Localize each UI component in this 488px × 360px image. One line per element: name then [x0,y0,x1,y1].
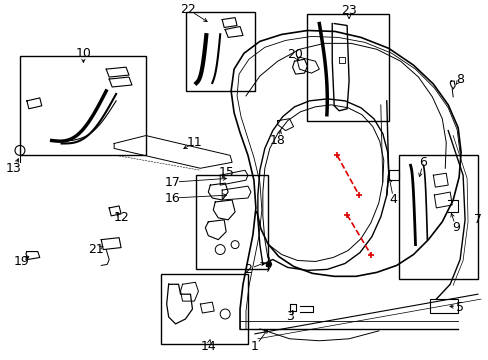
Text: 10: 10 [75,47,91,60]
Text: 22: 22 [180,3,196,16]
Text: 19: 19 [14,255,30,268]
Text: 2: 2 [244,263,251,276]
Text: 4: 4 [389,193,397,207]
Text: 7: 7 [473,213,481,226]
Text: 3: 3 [285,310,293,324]
Text: 13: 13 [6,162,22,175]
Text: 5: 5 [455,301,463,314]
Text: 14: 14 [200,340,216,353]
Text: 9: 9 [451,221,459,234]
Text: 6: 6 [419,156,427,169]
Bar [196,175,267,269]
Text: 12: 12 [113,211,129,224]
Text: 21: 21 [88,243,104,256]
Text: 18: 18 [269,134,285,147]
Bar [398,156,477,279]
Text: 17: 17 [164,176,180,189]
Bar [20,56,145,156]
Bar [429,299,457,313]
Text: 1: 1 [250,340,258,353]
Text: 23: 23 [341,4,356,17]
Bar [307,14,388,121]
Text: 16: 16 [164,192,180,204]
Bar [185,12,254,91]
Text: 11: 11 [186,136,202,149]
Text: 8: 8 [455,73,463,86]
Text: 15: 15 [218,166,234,179]
Bar [161,274,247,344]
Text: 20: 20 [286,48,302,61]
